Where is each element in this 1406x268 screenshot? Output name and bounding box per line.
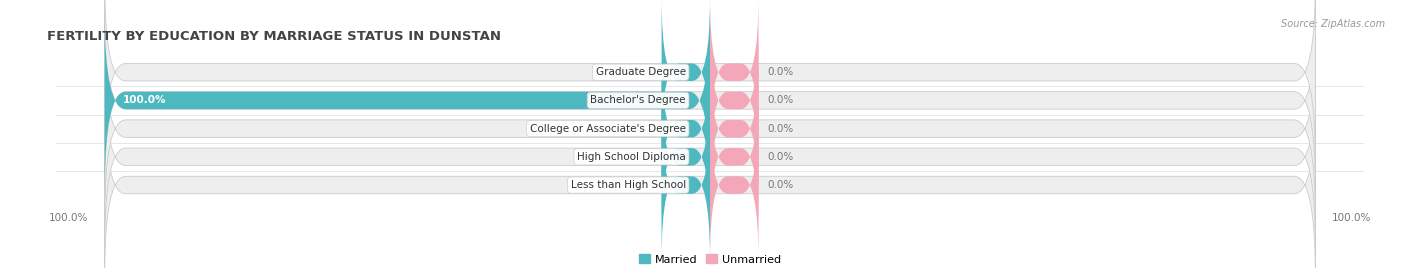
FancyBboxPatch shape: [710, 109, 758, 261]
Text: College or Associate's Degree: College or Associate's Degree: [530, 124, 686, 134]
FancyBboxPatch shape: [662, 0, 710, 148]
FancyBboxPatch shape: [710, 25, 758, 176]
Legend: Married, Unmarried: Married, Unmarried: [640, 254, 780, 265]
FancyBboxPatch shape: [104, 10, 710, 191]
Text: Bachelor's Degree: Bachelor's Degree: [591, 95, 686, 105]
Text: 0.0%: 0.0%: [626, 180, 652, 190]
Text: 0.0%: 0.0%: [768, 67, 794, 77]
Text: Less than High School: Less than High School: [571, 180, 686, 190]
Text: 0.0%: 0.0%: [626, 67, 652, 77]
FancyBboxPatch shape: [104, 39, 1316, 219]
Text: Source: ZipAtlas.com: Source: ZipAtlas.com: [1281, 19, 1385, 29]
Text: 0.0%: 0.0%: [768, 124, 794, 134]
Text: 0.0%: 0.0%: [768, 95, 794, 105]
Text: 100.0%: 100.0%: [122, 95, 166, 105]
Text: 0.0%: 0.0%: [768, 152, 794, 162]
Text: Graduate Degree: Graduate Degree: [596, 67, 686, 77]
Text: 0.0%: 0.0%: [626, 152, 652, 162]
FancyBboxPatch shape: [104, 10, 1316, 191]
FancyBboxPatch shape: [662, 109, 710, 261]
FancyBboxPatch shape: [710, 53, 758, 204]
FancyBboxPatch shape: [710, 81, 758, 233]
FancyBboxPatch shape: [104, 0, 1316, 162]
Text: High School Diploma: High School Diploma: [576, 152, 686, 162]
FancyBboxPatch shape: [710, 0, 758, 148]
Text: 0.0%: 0.0%: [626, 124, 652, 134]
FancyBboxPatch shape: [662, 81, 710, 233]
FancyBboxPatch shape: [662, 53, 710, 204]
FancyBboxPatch shape: [104, 95, 1316, 268]
Text: FERTILITY BY EDUCATION BY MARRIAGE STATUS IN DUNSTAN: FERTILITY BY EDUCATION BY MARRIAGE STATU…: [46, 30, 501, 43]
Text: 0.0%: 0.0%: [768, 180, 794, 190]
FancyBboxPatch shape: [104, 67, 1316, 247]
